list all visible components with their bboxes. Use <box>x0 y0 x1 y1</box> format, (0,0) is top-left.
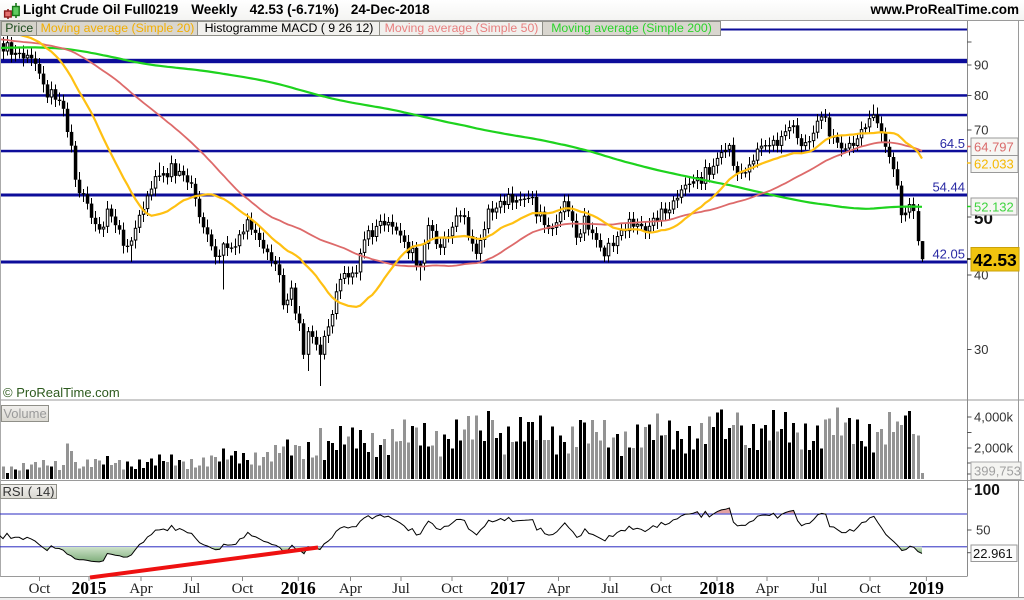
svg-text:42.53: 42.53 <box>973 250 1017 270</box>
svg-text:52.132: 52.132 <box>974 200 1014 215</box>
svg-text:50: 50 <box>976 523 990 538</box>
svg-text:2019: 2019 <box>909 578 944 598</box>
svg-text:54.44: 54.44 <box>932 180 965 195</box>
svg-text:Oct: Oct <box>29 581 51 597</box>
svg-text:100: 100 <box>974 482 1000 499</box>
svg-text:22.961: 22.961 <box>973 546 1013 561</box>
svg-text:62.033: 62.033 <box>974 157 1014 172</box>
svg-text:70: 70 <box>974 123 988 138</box>
svg-text:Jul: Jul <box>183 581 201 597</box>
svg-text:2016: 2016 <box>281 578 316 598</box>
svg-text:64.5: 64.5 <box>940 136 965 151</box>
svg-text:Oct: Oct <box>232 581 254 597</box>
svg-text:Jul: Jul <box>392 581 410 597</box>
svg-text:Apr: Apr <box>755 581 778 597</box>
svg-text:Oct: Oct <box>441 581 463 597</box>
svg-text:Oct: Oct <box>650 581 672 597</box>
svg-text:64.797: 64.797 <box>974 140 1014 155</box>
svg-text:Apr: Apr <box>129 581 152 597</box>
svg-text:399,753: 399,753 <box>974 464 1021 479</box>
svg-text:2015: 2015 <box>72 578 107 598</box>
svg-text:42.05: 42.05 <box>932 247 965 262</box>
svg-text:Jul: Jul <box>601 581 619 597</box>
svg-text:© ProRealTime.com: © ProRealTime.com <box>3 385 120 400</box>
svg-text:Apr: Apr <box>339 581 362 597</box>
svg-text:2018: 2018 <box>700 578 735 598</box>
svg-text:Apr: Apr <box>547 581 570 597</box>
svg-text:2017: 2017 <box>490 578 525 598</box>
svg-text:4,000k: 4,000k <box>974 410 1014 425</box>
svg-text:Jul: Jul <box>810 581 828 597</box>
svg-text:90: 90 <box>974 58 988 73</box>
svg-text:80: 80 <box>974 88 988 103</box>
svg-text:Oct: Oct <box>859 581 881 597</box>
svg-text:2,000k: 2,000k <box>974 441 1014 456</box>
svg-text:30: 30 <box>974 342 988 357</box>
